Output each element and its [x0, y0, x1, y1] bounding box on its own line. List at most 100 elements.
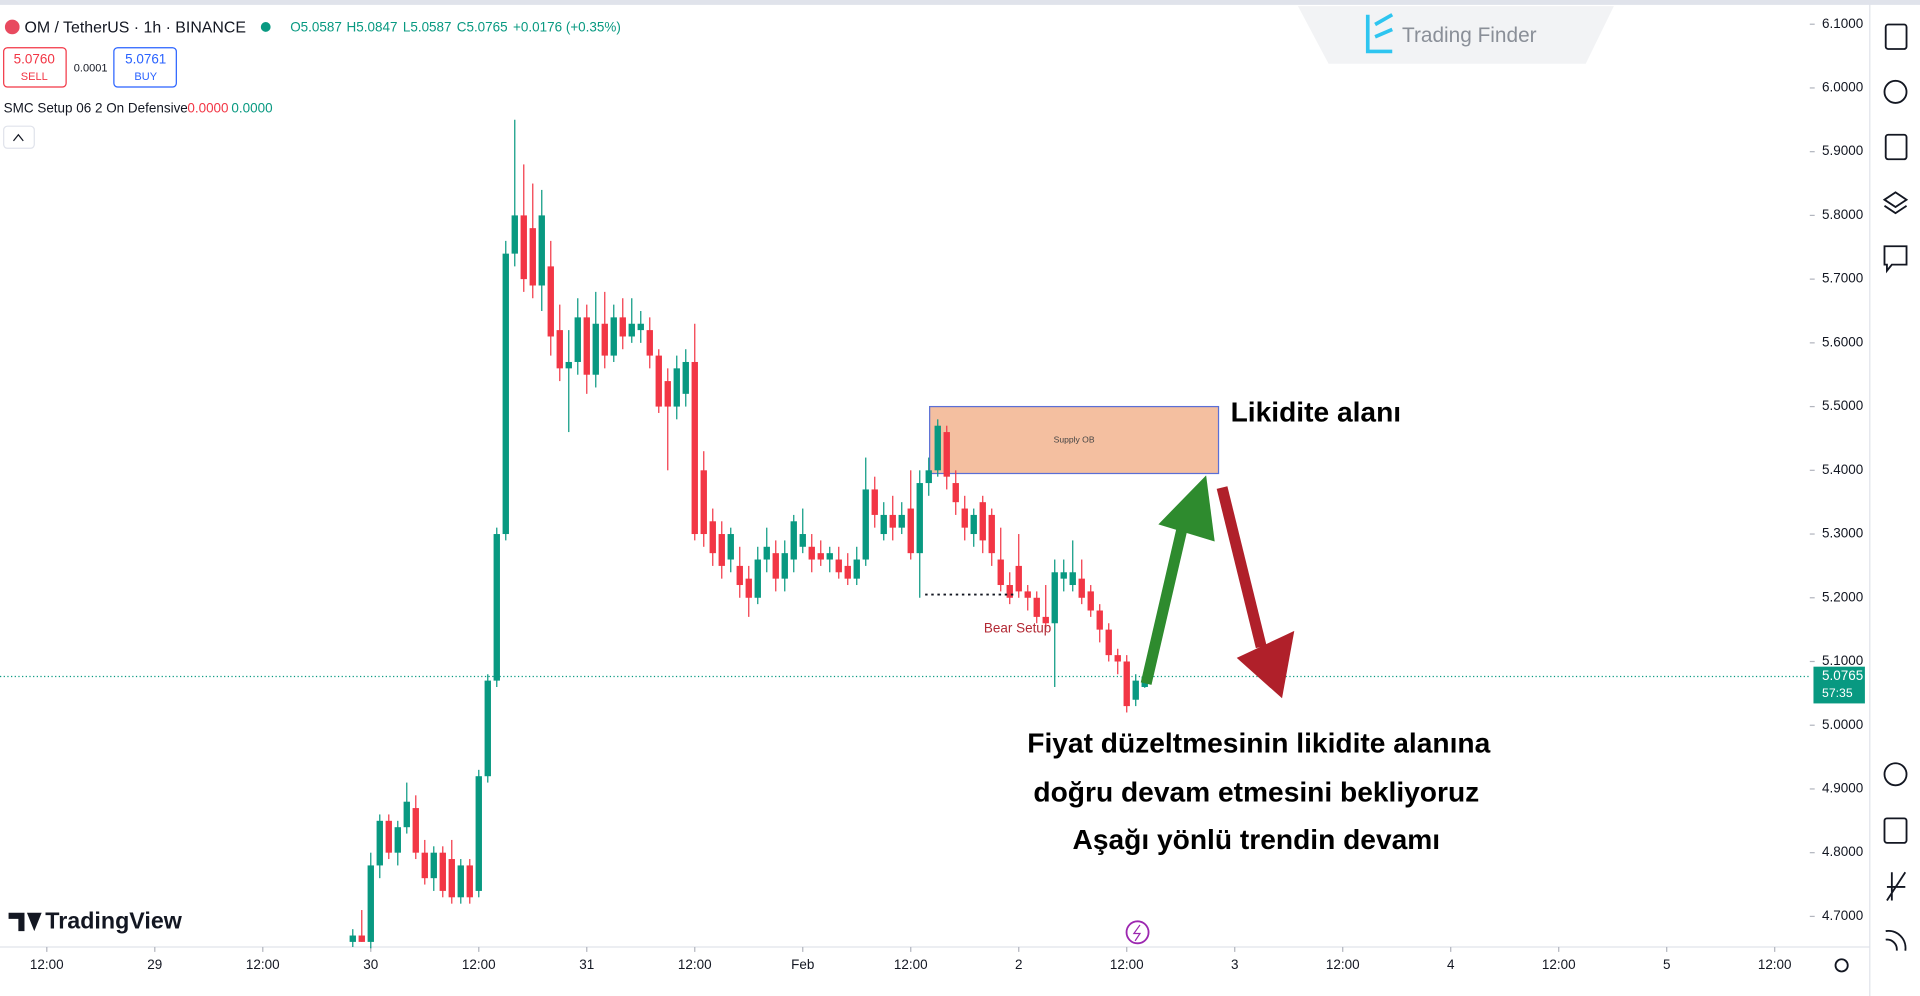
buy-price: 5.0761	[125, 52, 166, 67]
collapse-icon	[12, 133, 24, 142]
watermark: Trading Finder	[1402, 24, 1537, 47]
x-tick-label: 31	[579, 957, 594, 972]
x-tick-label: 12:00	[1542, 957, 1576, 972]
candle-body	[349, 935, 356, 942]
candle-body	[826, 553, 833, 560]
candle-body	[1123, 661, 1130, 707]
indicator: SMC Setup 06 2 On Defensive	[4, 101, 188, 116]
candle-body	[790, 521, 797, 560]
tool-layers[interactable]	[1882, 191, 1909, 215]
watermark-logo	[1365, 13, 1394, 54]
candle-body	[367, 865, 374, 942]
candle-body	[691, 361, 698, 535]
candle-body	[925, 470, 932, 484]
tool-calendar[interactable]	[1883, 817, 1908, 844]
y-tick-label: 4.8000	[1822, 844, 1863, 859]
x-tick-label: Feb	[791, 957, 814, 972]
spread: 0.0001	[74, 63, 108, 75]
event-icon[interactable]	[1125, 920, 1150, 945]
candle-body	[1114, 655, 1121, 662]
annotation: doğru devam etmesini bekliyoruz	[1033, 775, 1479, 807]
candle-body	[799, 534, 806, 547]
symbol: OM / TetherUS · 1h · BINANCE	[24, 19, 246, 36]
symbol-icon	[4, 19, 20, 35]
tool-stream[interactable]	[1885, 929, 1907, 951]
brand-logo	[8, 912, 42, 932]
sell-label: SELL	[21, 71, 48, 83]
x-tick-label: 3	[1231, 957, 1238, 972]
indicator-value: 0.0000	[231, 101, 272, 116]
right-toolbar	[1834, 23, 1909, 973]
y-tick-label: 5.8000	[1822, 207, 1863, 222]
candle-body	[754, 559, 761, 598]
candle-body	[673, 368, 680, 407]
y-tick-label: 5.5000	[1822, 398, 1863, 413]
candle-body	[745, 578, 752, 598]
tool-draw[interactable]	[1886, 871, 1907, 901]
candle-body	[997, 559, 1004, 586]
candle-body	[547, 266, 554, 337]
candle-body	[664, 381, 671, 407]
candle-body	[610, 317, 617, 356]
candle-body	[763, 546, 770, 560]
candle-body	[979, 502, 986, 541]
sell-button[interactable]	[3, 47, 67, 88]
tool-target[interactable]	[1883, 762, 1908, 787]
x-tick-label: 12:00	[462, 957, 496, 972]
candle-body	[1087, 591, 1094, 611]
candle-body	[1051, 572, 1058, 624]
tool-watchlist[interactable]	[1884, 23, 1908, 50]
candle-body	[376, 820, 383, 866]
candle-body	[916, 483, 923, 554]
down-arrow-head	[1236, 630, 1295, 699]
ohlc-open: O5.0587	[290, 20, 342, 35]
x-tick-label: 12:00	[678, 957, 712, 972]
candle-body	[1078, 578, 1085, 598]
tool-alerts[interactable]	[1883, 79, 1908, 104]
x-tick-label: 12:00	[1326, 957, 1360, 972]
countdown: 57:35	[1822, 686, 1853, 700]
candle-body	[403, 801, 410, 828]
candle-body	[1096, 610, 1103, 630]
candle-body	[871, 489, 878, 515]
candle-body	[538, 215, 545, 286]
tool-data[interactable]	[1884, 133, 1908, 161]
top-bar	[0, 0, 1920, 5]
candle-body	[394, 827, 401, 853]
candle-body	[385, 820, 392, 853]
collapse-button[interactable]	[3, 125, 35, 149]
watermark-bg	[1297, 6, 1614, 64]
x-tick-label: 12:00	[1758, 957, 1792, 972]
event-bolt	[1132, 924, 1142, 942]
x-tick-label: 12:00	[1110, 957, 1144, 972]
candle-body	[817, 553, 824, 560]
candle-body	[709, 521, 716, 554]
annotation: Fiyat düzeltmesinin likidite alanına	[1027, 726, 1490, 758]
candle-body	[1069, 572, 1076, 586]
candle-body	[808, 546, 815, 560]
x-tick-label: 2	[1015, 957, 1022, 972]
price-tag-label: 5.0765	[1822, 668, 1863, 683]
setup-label: Bear Setup	[984, 620, 1051, 635]
candle-body	[988, 514, 995, 554]
buy-label: BUY	[134, 71, 157, 83]
candle-body	[961, 508, 968, 528]
candle-body	[907, 508, 914, 554]
candle-body	[421, 852, 428, 879]
candle-body	[1060, 572, 1067, 579]
x-tick-label: 4	[1447, 957, 1455, 972]
candle-body	[772, 553, 779, 579]
tool-chat[interactable]	[1883, 245, 1908, 274]
candle-body	[727, 534, 734, 560]
candle-body	[574, 317, 581, 362]
candle-body	[853, 559, 860, 579]
candle-body	[466, 865, 473, 898]
candle-body	[835, 559, 842, 573]
settings-icon[interactable]	[1834, 958, 1849, 973]
candle-body	[637, 323, 644, 331]
down-arrow	[1216, 486, 1267, 649]
buy-button[interactable]	[113, 47, 177, 88]
up-arrow	[1140, 513, 1191, 685]
